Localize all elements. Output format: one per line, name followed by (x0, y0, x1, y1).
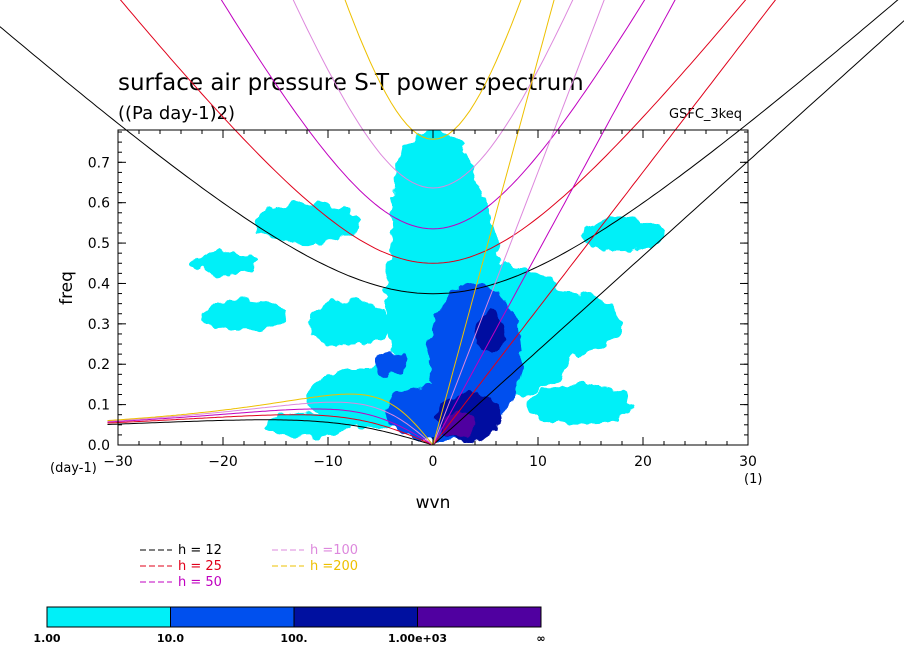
contour-region-8 (527, 384, 633, 425)
colorbar-label: 10.0 (157, 632, 184, 645)
contour-region-4 (496, 291, 622, 357)
x-unit-label: (1) (744, 472, 762, 487)
colorbar-swatch (170, 606, 295, 628)
contour-region-14 (375, 352, 407, 377)
x-tick-label: −10 (313, 454, 343, 470)
chart-subtitle: ((Pa day-1)2) (118, 103, 235, 124)
y-axis: 0.0 0.1 0.2 0.3 0.4 0.5 0.6 0.7 (88, 131, 748, 454)
x-tick-label: 20 (634, 454, 652, 470)
colorbar-label: 1.00e+03 (388, 632, 447, 645)
x-tick-label: 30 (739, 454, 757, 470)
rossby-curve-h25 (107, 414, 434, 445)
contour-region-16 (475, 311, 507, 353)
contour-region-5 (254, 202, 360, 244)
gravity-curve-h25 (119, 0, 747, 264)
y-tick-label: 0.3 (88, 317, 110, 333)
rossby-curve-h12 (107, 419, 434, 445)
x-tick-label: −30 (103, 454, 133, 470)
dispersion-set-h100 (107, 0, 605, 445)
kelvin-curve-h12 (432, 20, 904, 445)
y-tick-label: 0.2 (88, 357, 110, 373)
kelvin-curve-h50 (432, 0, 676, 445)
dispersion-set-h200 (107, 0, 555, 445)
legend-label: h = 12 (178, 543, 222, 558)
y-tick-label: 0.6 (88, 196, 110, 212)
contour-region-9 (265, 412, 349, 437)
kelvin-curve-h25 (432, 0, 776, 445)
colorbar-swatch (293, 606, 418, 628)
contour-region-10 (191, 251, 255, 276)
rossby-curve-h100 (107, 401, 434, 445)
colorbar-swatch (46, 606, 171, 628)
dispersion-curves (0, 0, 904, 445)
y-tick-label: 0.0 (88, 438, 110, 454)
dispersion-set-h12 (0, 0, 904, 445)
y-tick-label: 0.1 (88, 398, 110, 414)
legend-label: h = 50 (178, 575, 222, 590)
model-label: GSFC_3keq (669, 107, 742, 122)
contour-region-7 (307, 299, 391, 349)
colorbar-label: ∞ (536, 632, 545, 645)
x-axis: −30 −20 −10 0 10 20 30 (103, 130, 757, 470)
dispersion-set-h50 (107, 0, 676, 445)
x-axis-label: wvn (416, 493, 451, 513)
dispersion-set-h25 (107, 0, 776, 445)
gravity-curve-h100 (292, 0, 574, 189)
chart-title: surface air pressure S-T power spectrum (118, 70, 584, 96)
contour-region-11 (580, 218, 664, 252)
y-tick-label: 0.7 (88, 155, 110, 171)
contour-layer (191, 130, 664, 441)
colorbar: 1.00 10.0 100. 1.00e+03 ∞ (33, 606, 546, 645)
colorbar-swatch (417, 606, 542, 628)
y-axis-label: freq (57, 271, 77, 305)
gravity-curve-h12 (0, 0, 899, 295)
kelvin-curve-h100 (432, 0, 605, 445)
colorbar-label: 100. (280, 632, 307, 645)
y-tick-label: 0.4 (88, 276, 110, 292)
gravity-curve-h50 (220, 0, 646, 230)
y-unit-label: (day-1) (50, 461, 97, 476)
contour-region-6 (202, 299, 286, 332)
rossby-curve-h50 (107, 408, 434, 445)
legend-label: h = 25 (178, 559, 222, 574)
colorbar-label: 1.00 (33, 632, 60, 645)
gravity-curve-h200 (344, 0, 522, 140)
rossby-curve-h200 (107, 393, 434, 445)
legend-label: h =200 (310, 559, 358, 574)
x-tick-label: −20 (208, 454, 238, 470)
contour-region-1 (391, 130, 475, 260)
x-tick-label: 10 (529, 454, 547, 470)
x-tick-label: 0 (429, 454, 438, 470)
y-tick-label: 0.5 (88, 236, 110, 252)
legend-label: h =100 (310, 543, 358, 558)
contour-region-17 (443, 412, 475, 437)
